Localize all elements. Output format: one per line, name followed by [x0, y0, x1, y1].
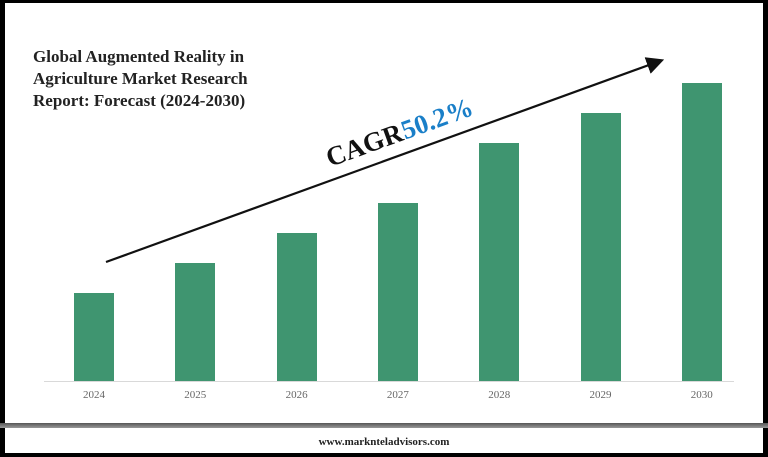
x-axis-line — [44, 381, 734, 382]
bar-2026 — [276, 233, 317, 381]
footer-website: www.marknteladvisors.com — [5, 428, 763, 453]
bar-2028 — [479, 143, 520, 381]
cagr-annotation: CAGR 50.2% — [322, 92, 477, 173]
bar-2029 — [580, 113, 621, 381]
x-label-2030: 2030 — [690, 389, 713, 401]
x-label-2025: 2025 — [184, 389, 207, 401]
svg-text:50.2%: 50.2% — [397, 92, 477, 146]
bar-2024 — [74, 293, 114, 381]
bar-2025 — [175, 263, 216, 381]
footer-divider — [0, 423, 768, 428]
x-label-2028: 2028 — [488, 389, 511, 401]
svg-text:CAGR: CAGR — [322, 117, 407, 173]
x-label-2024: 2024 — [83, 389, 105, 401]
x-label-2029: 2029 — [589, 389, 612, 401]
x-label-2026: 2026 — [285, 389, 308, 401]
chart-title: Global Augmented Reality in Agriculture … — [33, 47, 248, 110]
x-label-2027: 2027 — [386, 389, 409, 401]
bar-2030 — [681, 83, 722, 381]
bar-2027 — [377, 203, 418, 381]
